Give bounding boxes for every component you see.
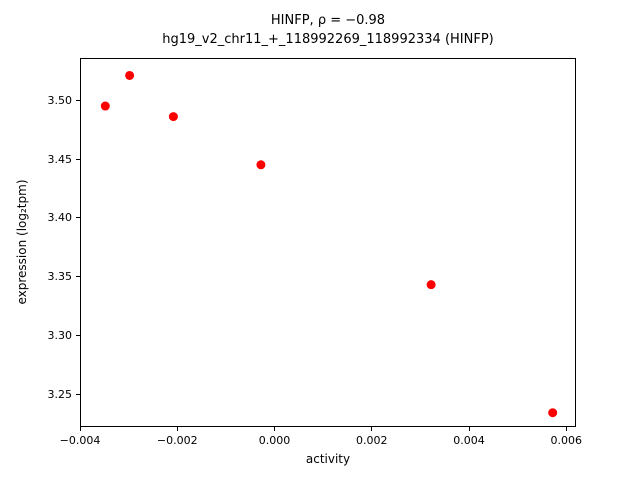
chart-subtitle: hg19_v2_chr11_+_118992269_118992334 (HIN… <box>162 32 494 47</box>
y-tick-label: 3.30 <box>47 328 73 342</box>
x-tick <box>79 427 81 431</box>
x-tick-label: 0.006 <box>550 434 583 447</box>
x-axis-label: activity <box>305 452 351 466</box>
x-tick <box>468 427 470 431</box>
y-tick <box>76 99 80 101</box>
y-tick <box>76 158 80 160</box>
y-tick <box>76 217 80 219</box>
x-tick <box>565 427 567 431</box>
x-tick-label: 0.004 <box>453 434 485 447</box>
chart-title: HINFP, ρ = −0.98 <box>270 13 386 28</box>
x-tick-label: 0.002 <box>356 434 388 447</box>
data-point <box>548 408 558 418</box>
y-axis-label: expression (log₂tpm) <box>15 179 29 305</box>
data-point <box>100 101 110 111</box>
plot-area <box>80 58 576 427</box>
x-tick <box>176 427 178 431</box>
y-tick <box>76 334 80 336</box>
y-tick <box>76 276 80 278</box>
data-point <box>168 112 178 122</box>
y-tick-label: 3.45 <box>47 152 73 166</box>
y-tick <box>76 393 80 395</box>
y-tick-label: 3.25 <box>47 387 73 401</box>
x-tick-label: −0.002 <box>156 434 198 447</box>
data-point <box>125 70 135 80</box>
x-tick <box>274 427 275 431</box>
x-tick-label: −0.004 <box>59 434 101 447</box>
y-tick-label: 3.35 <box>47 270 73 284</box>
x-tick-label: 0.000 <box>258 434 291 447</box>
scatter-layer <box>100 70 558 418</box>
y-tick-label: 3.50 <box>47 93 73 107</box>
data-point <box>426 280 436 290</box>
y-tick-label: 3.40 <box>47 211 73 225</box>
x-tick <box>371 427 373 431</box>
data-point <box>256 160 266 170</box>
